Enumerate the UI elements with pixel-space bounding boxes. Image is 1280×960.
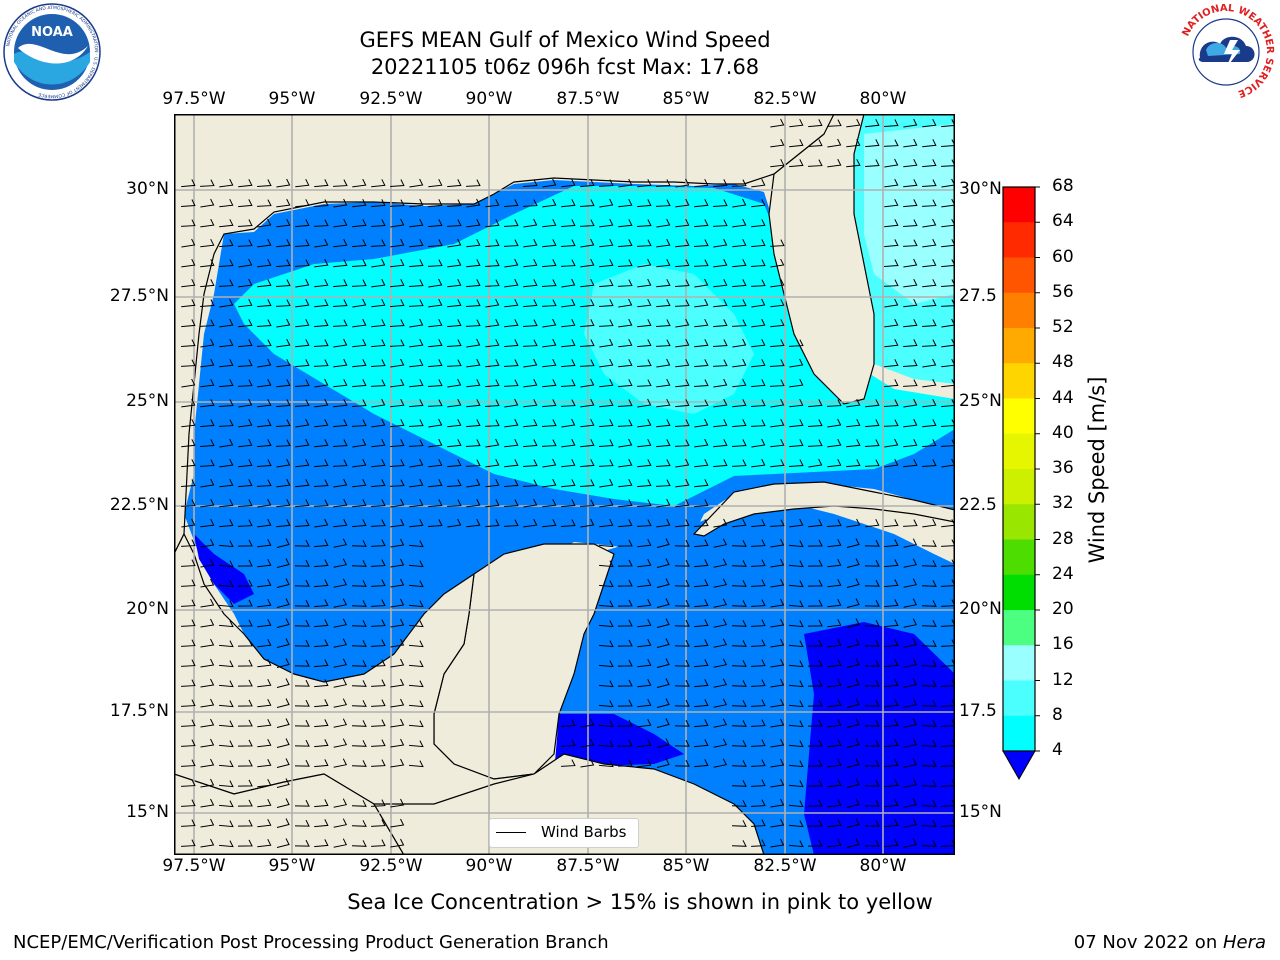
colorbar-cell [1003, 398, 1035, 435]
colorbar-cell [1003, 469, 1035, 505]
lat-label-right: 25°N [959, 391, 1002, 411]
lat-label-left: 27.5°N [109, 286, 169, 306]
colorbar-tick-label: 56 [1052, 281, 1074, 302]
lon-label-top: 80°W [859, 89, 907, 109]
lat-label-left: 22.5°N [109, 495, 169, 515]
lat-label-left: 17.5°N [109, 701, 169, 721]
lat-label-left: 25°N [126, 391, 169, 411]
colorbar-cell [1003, 328, 1035, 364]
florida-peninsula [768, 114, 875, 405]
colorbar-cell [1003, 680, 1035, 717]
colorbar [1002, 186, 1040, 781]
colorbar-tick-label: 24 [1052, 563, 1074, 584]
colorbar-tick-label: 52 [1052, 317, 1074, 337]
colorbar-cell [1003, 433, 1035, 470]
lon-label-bottom: 95°W [268, 856, 316, 876]
colorbar-tick-label: 12 [1052, 669, 1074, 690]
footer-host: Hera [1222, 932, 1266, 953]
lon-label-top: 85°W [662, 89, 710, 109]
noaa-logo: NOAA NATIONAL OCEANIC AND ATMOSPHERIC AD… [3, 3, 101, 101]
lat-label-left: 15°N [126, 802, 169, 822]
yucatan-channel-0-4 [554, 714, 684, 774]
nws-logo: NATIONAL WEATHER SERVICE [1180, 4, 1275, 99]
gulf-water-12-16 [584, 264, 754, 414]
lon-label-top: 82.5°W [753, 89, 817, 109]
footer-date: 07 Nov 2022 on Hera [1074, 932, 1266, 953]
lon-label-top: 92.5°W [359, 89, 423, 109]
footer-branch: NCEP/EMC/Verification Post Processing Pr… [13, 932, 609, 953]
lat-label-left: 20°N [126, 599, 169, 619]
colorbar-tick-label: 20 [1052, 599, 1074, 619]
lat-label-right: 30°N [959, 179, 1002, 199]
noaa-logo-text: NOAA [31, 25, 73, 40]
chart-title-line1: GEFS MEAN Gulf of Mexico Wind Speed [359, 28, 771, 52]
colorbar-tick-label: 32 [1052, 493, 1074, 514]
lat-label-right: 22.5 [959, 495, 997, 515]
colorbar-cell [1003, 539, 1035, 576]
colorbar-tick-label: 28 [1052, 528, 1074, 549]
footer-date-text: 07 Nov 2022 on [1073, 932, 1223, 953]
colorbar-tick-label: 44 [1052, 387, 1074, 408]
colorbar-tick-label: 4 [1052, 740, 1063, 760]
colorbar-cell [1003, 257, 1035, 294]
legend-label: Wind Barbs [541, 823, 627, 841]
colorbar-tick-label: 60 [1052, 246, 1074, 267]
colorbar-tick-label: 68 [1052, 176, 1074, 196]
colorbar-title: Wind Speed [m/s] [1085, 376, 1109, 564]
lon-label-bottom: 82.5°W [753, 856, 817, 876]
colorbar-tick-label: 36 [1052, 458, 1074, 478]
caribbean-water-0-4 [804, 622, 955, 855]
colorbar-tick-label: 48 [1052, 352, 1074, 373]
colorbar-cell [1003, 504, 1035, 540]
colorbar-cell [1003, 645, 1035, 681]
sea-ice-note: Sea Ice Concentration > 15% is shown in … [347, 890, 933, 914]
lat-label-right: 20°N [959, 599, 1002, 619]
atlantic-water-16-20 [864, 124, 955, 304]
lat-label-left: 30°N [126, 179, 169, 199]
colorbar-cell [1003, 187, 1035, 223]
wind-speed-map [174, 114, 955, 855]
lon-label-bottom: 85°W [662, 856, 710, 876]
lon-label-bottom: 87.5°W [556, 856, 620, 876]
lat-label-right: 27.5 [959, 286, 997, 306]
colorbar-cell [1003, 574, 1035, 611]
colorbar-cell [1003, 610, 1035, 646]
colorbar-cell [1003, 222, 1035, 258]
colorbar-cell [1003, 363, 1035, 399]
honduras-coast [372, 753, 765, 855]
colorbar-tick-label: 16 [1052, 634, 1074, 655]
lon-label-top: 90°W [465, 89, 513, 109]
lon-label-bottom: 80°W [859, 856, 907, 876]
colorbar-cell [1003, 715, 1035, 752]
legend-line-sample [496, 832, 526, 833]
map-frame [174, 114, 955, 855]
chart-title-line2: 20221105 t06z 096h fcst Max: 17.68 [370, 55, 760, 79]
lon-label-top: 95°W [268, 89, 316, 109]
colorbar-tick-label: 64 [1052, 211, 1074, 232]
colorbar-tick-label: 40 [1052, 422, 1074, 443]
cuba [692, 481, 955, 537]
lon-label-top: 87.5°W [556, 89, 620, 109]
colorbar-tick-label: 8 [1052, 704, 1063, 725]
lon-label-bottom: 97.5°W [162, 856, 226, 876]
map-legend: Wind Barbs [489, 818, 639, 848]
lat-label-right: 15°N [959, 802, 1002, 822]
lon-label-bottom: 90°W [465, 856, 513, 876]
colorbar-cell [1003, 292, 1035, 329]
lat-label-right: 17.5 [959, 701, 997, 721]
lon-label-bottom: 92.5°W [359, 856, 423, 876]
lon-label-top: 97.5°W [162, 89, 226, 109]
wind-barbs [181, 118, 955, 848]
